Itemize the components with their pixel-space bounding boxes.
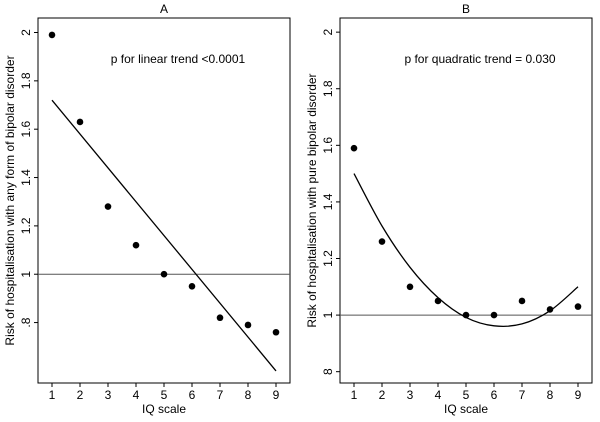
x-tick-label: 8 (547, 388, 554, 402)
data-point (518, 297, 526, 305)
data-point (216, 314, 224, 322)
x-tick-label: 9 (273, 388, 280, 402)
fit-line (353, 173, 579, 327)
plot-frame (37, 17, 291, 384)
x-tick-label: 9 (575, 388, 582, 402)
plot-frame (339, 17, 593, 384)
data-point (462, 311, 470, 319)
data-point (406, 283, 414, 291)
annotation: p for linear trend <0.0001 (111, 52, 246, 66)
data-point (188, 283, 196, 290)
y-tick-label: 1 (321, 311, 335, 318)
panel-title: B (462, 2, 470, 16)
data-point (378, 238, 386, 245)
panel-title: A (160, 2, 168, 16)
data-point (574, 303, 582, 310)
x-tick-label: 7 (519, 388, 526, 402)
data-point (490, 311, 498, 319)
x-tick-label: 1 (351, 388, 358, 402)
x-tick-label: 2 (379, 388, 386, 402)
x-tick-label: 5 (463, 388, 470, 402)
x-axis-label: IQ scale (142, 402, 186, 416)
y-tick-label: 1.8 (19, 72, 33, 89)
data-point (104, 203, 112, 210)
y-tick-label: 1.8 (321, 80, 335, 97)
x-tick-label: 2 (77, 388, 84, 402)
y-axis-label: Risk of hospitalisation with pure bipola… (305, 73, 319, 327)
data-point (160, 270, 168, 278)
fit-line (51, 99, 277, 372)
y-tick-label: 1.2 (321, 250, 335, 267)
y-tick-label: 2 (321, 28, 335, 35)
y-tick-label: 1.2 (19, 217, 33, 234)
y-tick-label: 1.6 (19, 121, 33, 138)
x-axis-label: IQ scale (444, 402, 488, 416)
y-tick-label: 1.4 (321, 193, 335, 210)
data-point (272, 328, 280, 336)
x-tick-label: 1 (49, 388, 56, 402)
x-tick-label: 4 (435, 388, 442, 402)
x-tick-label: 3 (407, 388, 414, 402)
y-tick-label: .8 (19, 317, 33, 327)
data-point (350, 144, 358, 152)
data-point (132, 241, 140, 249)
y-tick-label: 1 (19, 271, 33, 278)
x-tick-label: 6 (491, 388, 498, 402)
y-tick-label: 1.6 (321, 137, 335, 154)
y-tick-label: 1.4 (19, 169, 33, 186)
data-point (434, 297, 442, 305)
y-tick-label: 8 (321, 368, 335, 375)
y-axis-label: Risk of hospitalisation with any form of… (3, 55, 17, 345)
data-point (76, 118, 84, 126)
data-point (244, 321, 252, 329)
data-point (48, 31, 56, 39)
annotation: p for quadratic trend = 0.030 (404, 52, 555, 66)
x-tick-label: 3 (105, 388, 112, 402)
x-tick-label: 5 (161, 388, 168, 402)
x-tick-label: 6 (189, 388, 196, 402)
x-tick-label: 7 (217, 388, 224, 402)
y-tick-label: 2 (19, 29, 33, 36)
data-point (546, 306, 554, 313)
x-tick-label: 8 (245, 388, 252, 402)
x-tick-label: 4 (133, 388, 140, 402)
